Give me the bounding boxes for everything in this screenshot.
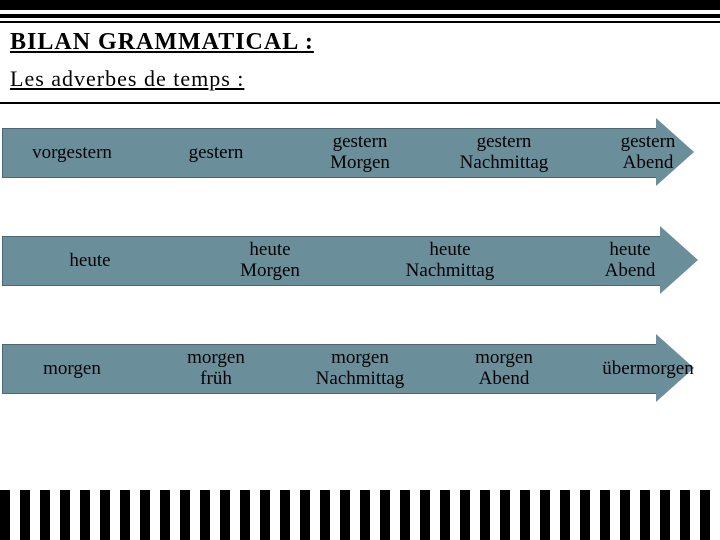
adverb-label: heuteMorgen (180, 240, 360, 282)
arrow-labels: morgen morgenfrüh morgenNachmittag morge… (0, 338, 720, 400)
arrow-row-morgen: morgen morgenfrüh morgenNachmittag morge… (0, 338, 720, 400)
adverb-label: morgen (0, 359, 144, 380)
adverb-label: heuteNachmittag (360, 240, 540, 282)
arrow-row-gestern: vorgestern gestern gesternMorgen gestern… (0, 122, 720, 184)
top-decorative-lines (0, 0, 720, 23)
adverb-label: gesternNachmittag (432, 132, 576, 174)
adverb-label: gestern (144, 143, 288, 164)
adverb-label: heute (0, 251, 180, 272)
arrows-area: vorgestern gestern gesternMorgen gestern… (0, 104, 720, 422)
arrow-row-heute: heute heuteMorgen heuteNachmittag heuteA… (0, 230, 720, 292)
page-title: BILAN GRAMMATICAL : (0, 23, 720, 58)
adverb-label: vorgestern (0, 143, 144, 164)
adverb-label: morgenNachmittag (288, 348, 432, 390)
adverb-label: gesternAbend (576, 132, 720, 174)
bottom-stripe-pattern (0, 490, 720, 540)
adverb-label: heuteAbend (540, 240, 720, 282)
adverb-label: morgenfrüh (144, 348, 288, 390)
adverb-label: gesternMorgen (288, 132, 432, 174)
page-subtitle: Les adverbes de temps : (0, 58, 720, 104)
arrow-labels: heute heuteMorgen heuteNachmittag heuteA… (0, 230, 720, 292)
adverb-label: übermorgen (576, 359, 720, 380)
arrow-labels: vorgestern gestern gesternMorgen gestern… (0, 122, 720, 184)
adverb-label: morgenAbend (432, 348, 576, 390)
